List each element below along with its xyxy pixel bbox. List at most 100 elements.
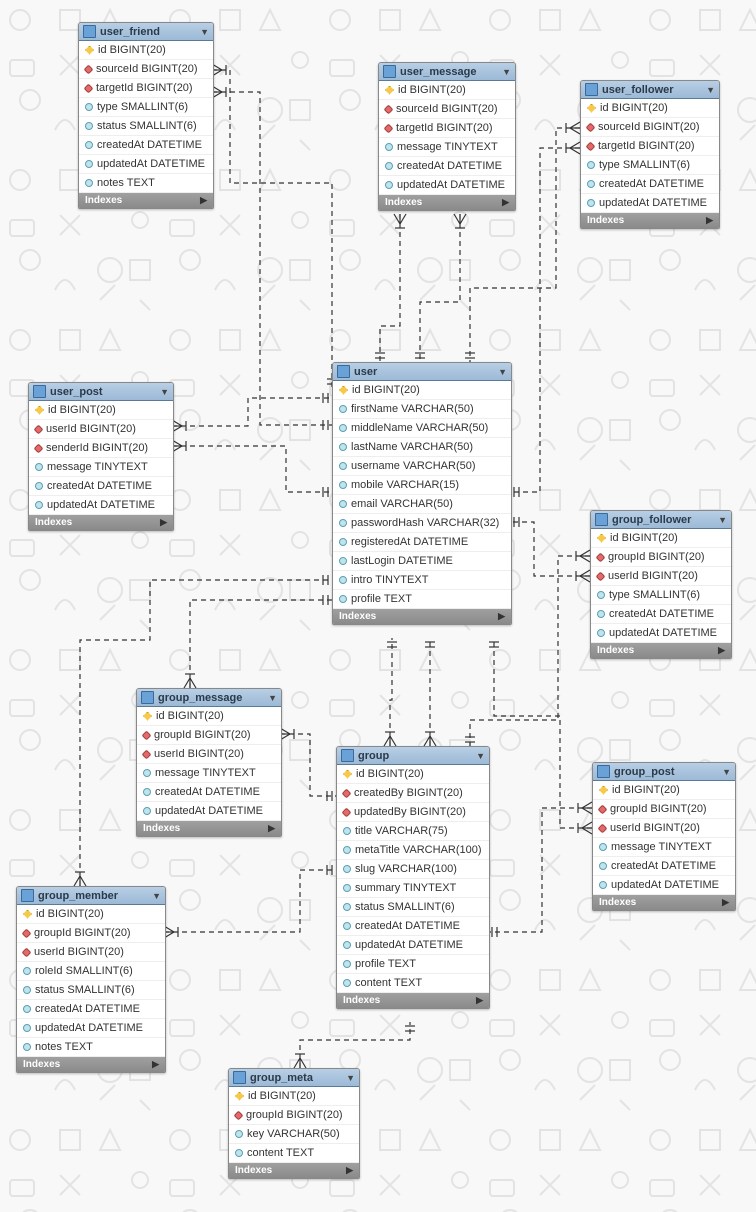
column-row[interactable]: content TEXT	[229, 1144, 359, 1163]
column-row[interactable]: status SMALLINT(6)	[17, 981, 165, 1000]
column-row[interactable]: type SMALLINT(6)	[591, 586, 731, 605]
column-row[interactable]: updatedAt DATETIME	[379, 176, 515, 195]
column-row[interactable]: key VARCHAR(50)	[229, 1125, 359, 1144]
table-group_member[interactable]: group_member▼id BIGINT(20)groupId BIGINT…	[16, 886, 166, 1073]
column-row[interactable]: createdBy BIGINT(20)	[337, 784, 489, 803]
column-row[interactable]: targetId BIGINT(20)	[581, 137, 719, 156]
column-row[interactable]: lastLogin DATETIME	[333, 552, 511, 571]
column-row[interactable]: userId BIGINT(20)	[137, 745, 281, 764]
column-row[interactable]: content TEXT	[337, 974, 489, 993]
column-row[interactable]: updatedAt DATETIME	[79, 155, 213, 174]
table-group_follower[interactable]: group_follower▼id BIGINT(20)groupId BIGI…	[590, 510, 732, 659]
column-row[interactable]: groupId BIGINT(20)	[593, 800, 735, 819]
indexes-section[interactable]: Indexes▶	[17, 1057, 165, 1072]
table-header[interactable]: group▼	[337, 747, 489, 765]
column-row[interactable]: registeredAt DATETIME	[333, 533, 511, 552]
indexes-section[interactable]: Indexes▶	[333, 609, 511, 624]
column-row[interactable]: userId BIGINT(20)	[593, 819, 735, 838]
column-row[interactable]: groupId BIGINT(20)	[17, 924, 165, 943]
table-header[interactable]: group_follower▼	[591, 511, 731, 529]
column-row[interactable]: id BIGINT(20)	[593, 781, 735, 800]
column-row[interactable]: id BIGINT(20)	[591, 529, 731, 548]
column-row[interactable]: roleId SMALLINT(6)	[17, 962, 165, 981]
column-row[interactable]: createdAt DATETIME	[29, 477, 173, 496]
table-header[interactable]: group_post▼	[593, 763, 735, 781]
column-row[interactable]: status SMALLINT(6)	[337, 898, 489, 917]
column-row[interactable]: mobile VARCHAR(15)	[333, 476, 511, 495]
table-group_meta[interactable]: group_meta▼id BIGINT(20)groupId BIGINT(2…	[228, 1068, 360, 1179]
column-row[interactable]: updatedAt DATETIME	[337, 936, 489, 955]
column-row[interactable]: id BIGINT(20)	[29, 401, 173, 420]
column-row[interactable]: email VARCHAR(50)	[333, 495, 511, 514]
column-row[interactable]: groupId BIGINT(20)	[229, 1106, 359, 1125]
column-row[interactable]: title VARCHAR(75)	[337, 822, 489, 841]
column-row[interactable]: groupId BIGINT(20)	[137, 726, 281, 745]
column-row[interactable]: type SMALLINT(6)	[581, 156, 719, 175]
column-row[interactable]: updatedAt DATETIME	[593, 876, 735, 895]
column-row[interactable]: id BIGINT(20)	[229, 1087, 359, 1106]
column-row[interactable]: message TINYTEXT	[593, 838, 735, 857]
column-row[interactable]: createdAt DATETIME	[591, 605, 731, 624]
column-row[interactable]: notes TEXT	[17, 1038, 165, 1057]
column-row[interactable]: message TINYTEXT	[137, 764, 281, 783]
column-row[interactable]: firstName VARCHAR(50)	[333, 400, 511, 419]
indexes-section[interactable]: Indexes▶	[591, 643, 731, 658]
indexes-section[interactable]: Indexes▶	[137, 821, 281, 836]
column-row[interactable]: createdAt DATETIME	[379, 157, 515, 176]
column-row[interactable]: username VARCHAR(50)	[333, 457, 511, 476]
table-user_friend[interactable]: user_friend▼id BIGINT(20)sourceId BIGINT…	[78, 22, 214, 209]
table-group_post[interactable]: group_post▼id BIGINT(20)groupId BIGINT(2…	[592, 762, 736, 911]
column-row[interactable]: slug VARCHAR(100)	[337, 860, 489, 879]
column-row[interactable]: updatedAt DATETIME	[137, 802, 281, 821]
column-row[interactable]: id BIGINT(20)	[79, 41, 213, 60]
indexes-section[interactable]: Indexes▶	[229, 1163, 359, 1178]
column-row[interactable]: targetId BIGINT(20)	[79, 79, 213, 98]
column-row[interactable]: metaTitle VARCHAR(100)	[337, 841, 489, 860]
column-row[interactable]: message TINYTEXT	[379, 138, 515, 157]
table-header[interactable]: user_post▼	[29, 383, 173, 401]
indexes-section[interactable]: Indexes▶	[29, 515, 173, 530]
column-row[interactable]: senderId BIGINT(20)	[29, 439, 173, 458]
column-row[interactable]: profile TEXT	[337, 955, 489, 974]
indexes-section[interactable]: Indexes▶	[79, 193, 213, 208]
table-user_post[interactable]: user_post▼id BIGINT(20)userId BIGINT(20)…	[28, 382, 174, 531]
column-row[interactable]: type SMALLINT(6)	[79, 98, 213, 117]
column-row[interactable]: createdAt DATETIME	[593, 857, 735, 876]
indexes-section[interactable]: Indexes▶	[593, 895, 735, 910]
column-row[interactable]: createdAt DATETIME	[17, 1000, 165, 1019]
column-row[interactable]: intro TINYTEXT	[333, 571, 511, 590]
column-row[interactable]: id BIGINT(20)	[581, 99, 719, 118]
table-header[interactable]: group_member▼	[17, 887, 165, 905]
column-row[interactable]: groupId BIGINT(20)	[591, 548, 731, 567]
column-row[interactable]: sourceId BIGINT(20)	[379, 100, 515, 119]
column-row[interactable]: profile TEXT	[333, 590, 511, 609]
column-row[interactable]: id BIGINT(20)	[337, 765, 489, 784]
column-row[interactable]: updatedBy BIGINT(20)	[337, 803, 489, 822]
column-row[interactable]: updatedAt DATETIME	[591, 624, 731, 643]
column-row[interactable]: id BIGINT(20)	[17, 905, 165, 924]
table-header[interactable]: user_follower▼	[581, 81, 719, 99]
column-row[interactable]: id BIGINT(20)	[379, 81, 515, 100]
column-row[interactable]: userId BIGINT(20)	[591, 567, 731, 586]
column-row[interactable]: userId BIGINT(20)	[17, 943, 165, 962]
table-header[interactable]: group_message▼	[137, 689, 281, 707]
table-user_message[interactable]: user_message▼id BIGINT(20)sourceId BIGIN…	[378, 62, 516, 211]
table-group_message[interactable]: group_message▼id BIGINT(20)groupId BIGIN…	[136, 688, 282, 837]
column-row[interactable]: passwordHash VARCHAR(32)	[333, 514, 511, 533]
column-row[interactable]: createdAt DATETIME	[337, 917, 489, 936]
column-row[interactable]: targetId BIGINT(20)	[379, 119, 515, 138]
column-row[interactable]: summary TINYTEXT	[337, 879, 489, 898]
column-row[interactable]: updatedAt DATETIME	[581, 194, 719, 213]
column-row[interactable]: lastName VARCHAR(50)	[333, 438, 511, 457]
column-row[interactable]: id BIGINT(20)	[333, 381, 511, 400]
column-row[interactable]: createdAt DATETIME	[79, 136, 213, 155]
table-header[interactable]: user_message▼	[379, 63, 515, 81]
column-row[interactable]: message TINYTEXT	[29, 458, 173, 477]
indexes-section[interactable]: Indexes▶	[581, 213, 719, 228]
column-row[interactable]: status SMALLINT(6)	[79, 117, 213, 136]
table-header[interactable]: user▼	[333, 363, 511, 381]
table-header[interactable]: user_friend▼	[79, 23, 213, 41]
column-row[interactable]: updatedAt DATETIME	[17, 1019, 165, 1038]
table-header[interactable]: group_meta▼	[229, 1069, 359, 1087]
table-user_follower[interactable]: user_follower▼id BIGINT(20)sourceId BIGI…	[580, 80, 720, 229]
